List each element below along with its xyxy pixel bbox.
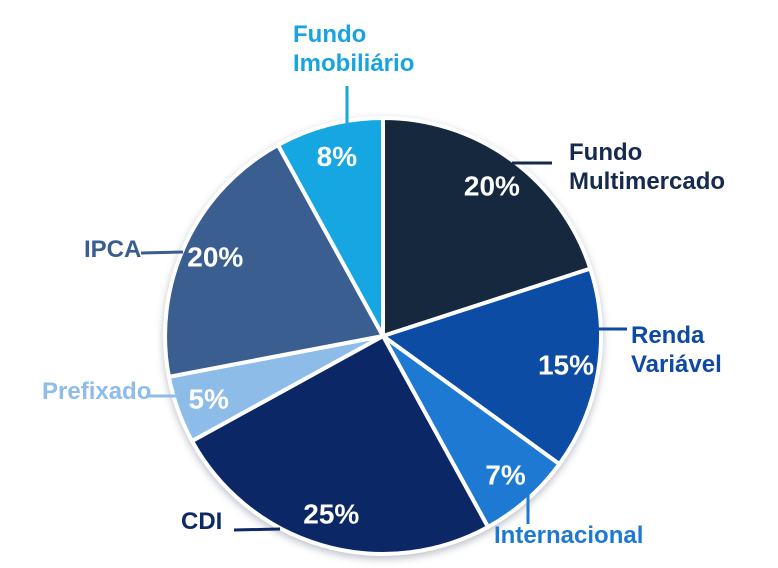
leader-line-cdi <box>233 527 281 532</box>
slice-label-fundo-imobiliario: Fundo Imobiliário <box>293 21 415 77</box>
slice-label-internacional: Internacional <box>494 522 644 549</box>
slice-label-fundo-multimercado: Fundo Multimercado <box>569 139 726 195</box>
value-label-prefixado: 5% <box>188 383 229 414</box>
value-label-renda-variavel: 15% <box>538 350 594 381</box>
slice-label-ipca: IPCA <box>84 236 142 263</box>
pie-slices-group <box>163 116 603 556</box>
leader-line-ipca <box>140 250 184 255</box>
value-label-fundo-imobiliario: 8% <box>317 141 358 172</box>
pie-slice-cdi <box>190 334 490 556</box>
slice-label-renda-variavel: Renda Variável <box>631 322 722 378</box>
pie-slice-fundo-multimercado <box>381 116 593 338</box>
value-label-fundo-multimercado: 20% <box>464 171 520 202</box>
pie-slice-renda-variavel <box>381 266 603 467</box>
slice-label-prefixado: Prefixado <box>42 378 152 405</box>
slice-label-cdi: CDI <box>181 508 223 535</box>
pie-slice-ipca <box>163 143 385 379</box>
value-label-internacional: 7% <box>485 460 526 491</box>
pie-slice-fundo-imobiliario <box>276 116 385 338</box>
value-label-cdi: 25% <box>303 498 359 529</box>
leader-lines-group <box>140 86 627 532</box>
value-label-ipca: 20% <box>187 242 243 273</box>
value-labels-group: 20% 15% 7% 25% 5% 20% 8% <box>187 141 594 529</box>
